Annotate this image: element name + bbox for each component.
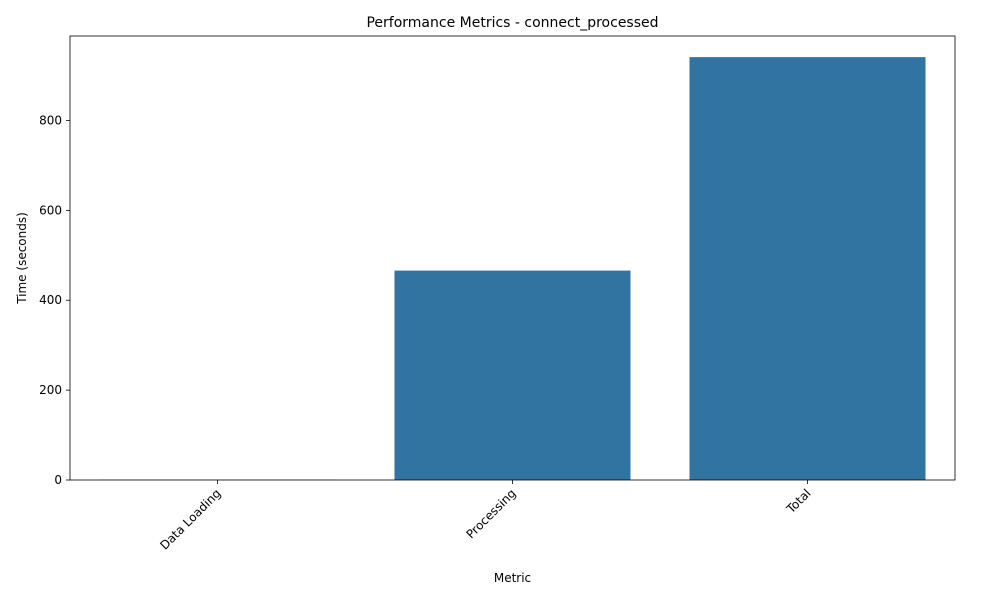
bar-total — [690, 57, 926, 480]
x-tick-label: Processing — [463, 486, 518, 541]
x-tick-label: Data Loading — [157, 486, 223, 552]
bars-layer — [100, 57, 926, 480]
x-axis-title: Metric — [494, 571, 531, 585]
bar-processing — [395, 271, 631, 480]
y-tick-label: 800 — [39, 113, 62, 127]
y-tick-label: 200 — [39, 383, 62, 397]
chart-title: Performance Metrics - connect_processed — [366, 15, 658, 31]
x-axis: Data Loading Processing Total — [157, 480, 813, 553]
x-tick-label: Total — [783, 486, 813, 516]
y-axis: 0 200 400 600 800 — [39, 113, 70, 487]
y-axis-title: Time (seconds) — [15, 212, 29, 305]
y-tick-label: 400 — [39, 293, 62, 307]
y-tick-label: 0 — [54, 473, 62, 487]
y-tick-label: 600 — [39, 203, 62, 217]
